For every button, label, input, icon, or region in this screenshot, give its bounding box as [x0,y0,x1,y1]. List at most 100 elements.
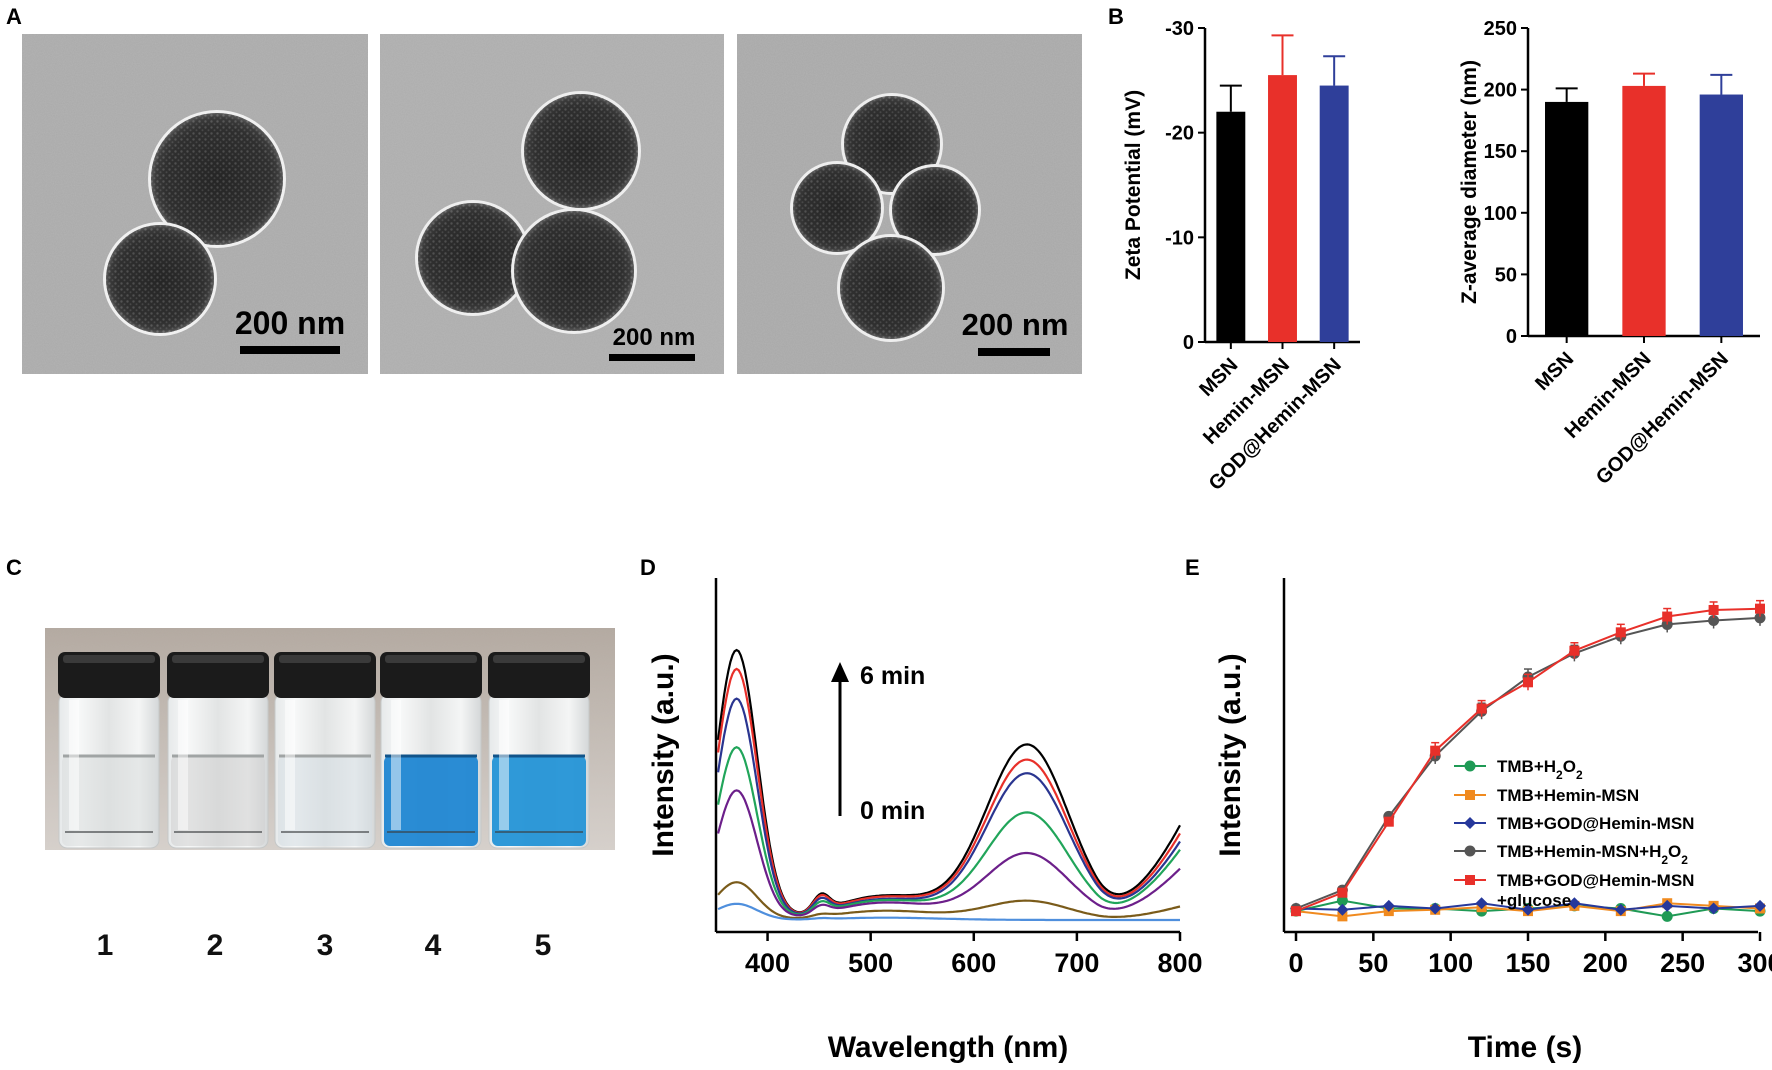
data-point [1755,603,1765,614]
kinetics-chart: 0 50 100 150 200 250 300 Time (s) Intensity (a.u… [1214,578,1772,1064]
nanoparticle [790,161,884,255]
vial-cap [167,652,269,698]
zeta-potential-chart: 0-10-20-30MSNHemin-MSNGOD@Hemin-MSNZeta … [1122,18,1360,495]
nanoparticle [148,110,286,248]
x-tick-label: 250 [1660,948,1705,978]
y-tick-label: 200 [1484,80,1517,102]
vial [58,652,160,849]
tem-image-1: 200 nm [22,34,368,374]
series [1290,897,1766,916]
series [1291,599,1765,917]
vial [274,652,376,849]
vial [380,652,482,849]
y-tick-label: 50 [1495,264,1517,286]
tem-image-2: 200 nm [380,34,724,374]
bar [1622,85,1666,337]
data-point [1465,790,1475,800]
annotation-6-min: 6 min [860,662,925,690]
y-tick-label: -10 [1165,227,1194,249]
vial-number: 5 [535,929,552,962]
vial-liquid [492,756,586,846]
data-point [1614,903,1627,916]
y-tick-label: -30 [1165,18,1194,40]
x-tick-label: GOD@Hemin-MSN [1592,348,1733,489]
y-axis-label: Intensity (a.u.) [647,653,680,856]
data-point [1430,745,1441,756]
glass-highlight [69,700,79,830]
bar [1545,101,1589,336]
nanoparticle [889,164,981,256]
panel-label-c: C [6,555,22,580]
legend-label: TMB+H2O2 [1497,757,1583,782]
data-point [1568,897,1581,910]
y-tick-label: 100 [1484,203,1517,225]
x-tick-label: 600 [951,948,996,978]
nanoparticle [511,208,637,334]
vial [167,652,269,849]
data-point [1522,903,1534,916]
y-tick-label: 250 [1484,18,1517,40]
legend-label: TMB+Hemin-MSN [1497,786,1639,805]
nanoparticle [837,234,945,342]
y-axis-label: Intensity (a.u.) [1214,653,1247,856]
spectrum-line [717,745,1181,916]
scale-bar [609,354,695,361]
cap-highlight [385,655,477,663]
y-axis-label: Z-average diameter (nm) [1458,60,1481,304]
y-tick-label: 0 [1506,326,1517,348]
x-tick-label: 200 [1583,948,1628,978]
spectrum-line [717,648,1181,914]
data-point [1754,612,1766,624]
x-tick-label: 0 [1288,948,1303,978]
uv-vis-spectra-chart: 400 500 600 700 800 Wavelength (nm) Intensity … [647,578,1203,1064]
data-point [1464,845,1476,857]
legend: TMB+H2O2 TMB+Hemin-MSN TMB+GOD@Hemin-MSN TM… [1454,757,1694,910]
legend-label: TMB+GOD@Hemin-MSN [1497,871,1694,890]
data-point [1661,910,1673,922]
data-point [1465,875,1475,885]
arrow-head [831,662,849,682]
x-tick-label: 700 [1054,948,1099,978]
data-point [1336,895,1348,907]
data-point [1464,760,1476,772]
data-point [1383,816,1394,827]
z-average-diameter-chart: 050100150200250MSNHemin-MSNGOD@Hemin-MSN… [1458,18,1760,489]
nanoparticle [103,222,217,336]
spectrum-line [717,881,1181,920]
glass-highlight [499,700,509,830]
cap-highlight [493,655,585,663]
annotation-0-min: 0 min [860,797,925,825]
vial [488,652,590,849]
x-tick-label: MSN [1195,354,1242,401]
scale-bar [240,346,340,354]
vials-photo: 1 2 3 4 5 [45,628,615,962]
nanoparticle [415,200,531,316]
data-point [1337,887,1348,898]
data-point [1754,899,1766,912]
scale-bar-label: 200 nm [613,324,696,351]
glass-highlight [391,700,401,830]
scale-bar [978,348,1050,356]
tem-image-3: 200 nm [737,34,1082,374]
cap-highlight [63,655,155,663]
data-point [1476,703,1487,714]
nanoparticle [521,91,641,211]
panel-label-b: B [1108,4,1124,29]
vial-number: 2 [207,929,224,962]
scale-bar-label: 200 nm [962,307,1069,342]
cap-highlight [279,655,371,663]
panel-label-e: E [1185,555,1200,580]
x-axis-label: Wavelength (nm) [828,1031,1069,1064]
data-point [1615,627,1626,638]
data-point [1569,645,1580,656]
x-tick-label: MSN [1531,348,1578,395]
x-tick-label: 300 [1737,948,1772,978]
legend-label: TMB+Hemin-MSN+H2O2 [1497,842,1688,867]
spectrum-line [717,789,1181,917]
bar [1268,75,1297,342]
data-point [1707,902,1720,915]
glass-highlight [178,700,188,830]
y-tick-label: -20 [1165,123,1194,145]
y-tick-label: 150 [1484,141,1517,163]
